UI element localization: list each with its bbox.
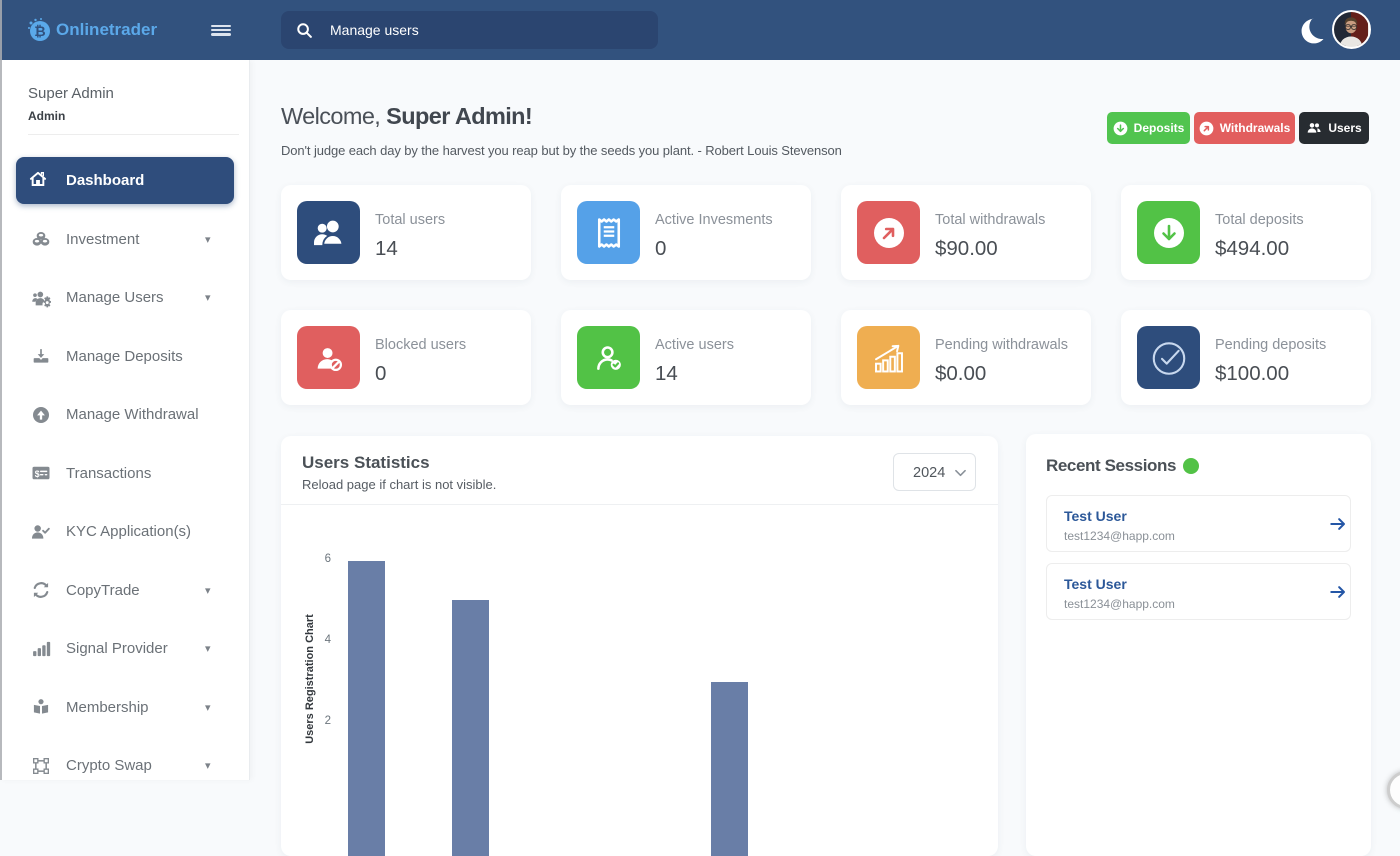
svg-text:₿: ₿: [34, 23, 45, 39]
svg-text:$: $: [35, 469, 40, 479]
